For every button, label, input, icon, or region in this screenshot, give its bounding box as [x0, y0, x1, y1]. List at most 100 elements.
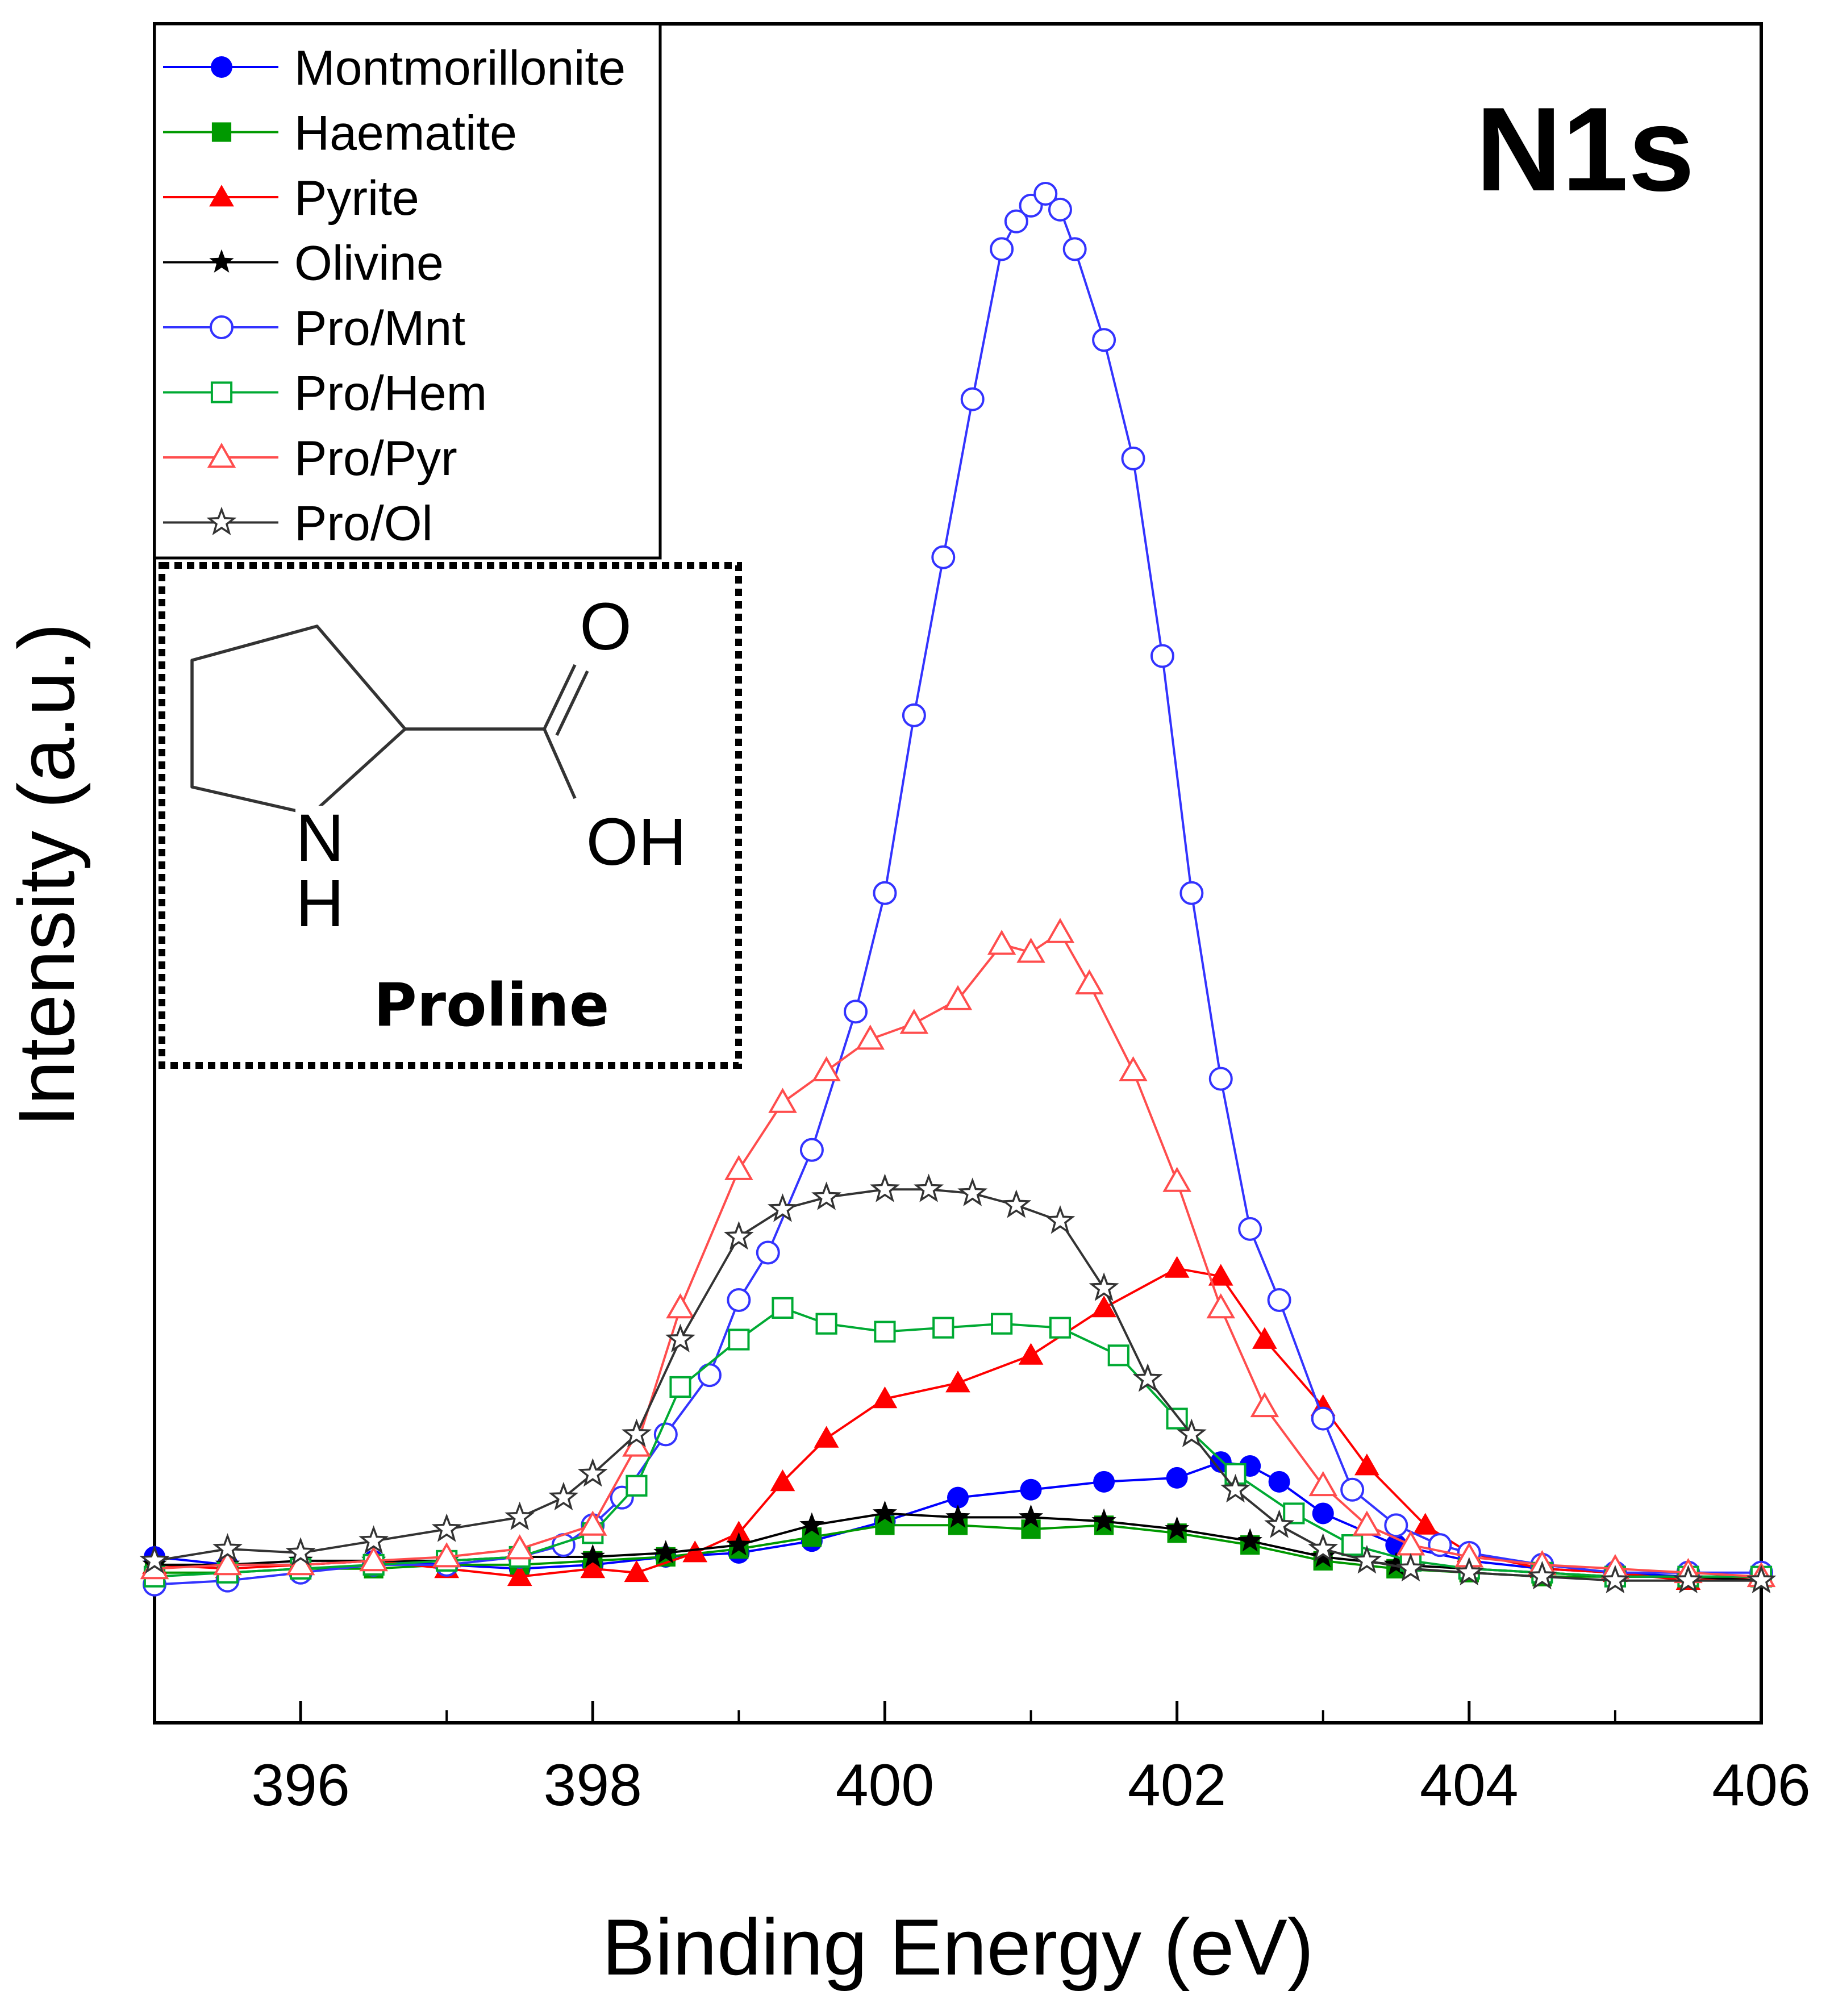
data-point — [621, 1418, 652, 1447]
data-point — [1033, 182, 1058, 206]
data-point — [902, 703, 926, 727]
data-point — [1093, 1471, 1115, 1493]
data-point — [1311, 1544, 1336, 1568]
proline-carbonyl-o: O — [580, 589, 632, 664]
data-point — [1527, 1560, 1557, 1590]
data-point — [1252, 1327, 1277, 1349]
data-point — [1395, 1552, 1426, 1582]
data-point — [1018, 1504, 1044, 1528]
series-line — [154, 1306, 1761, 1578]
legend-marker — [209, 249, 234, 273]
data-point — [1164, 1256, 1190, 1278]
x-tick-label: 398 — [544, 1752, 643, 1818]
data-point — [139, 1545, 170, 1574]
x-tick-label: 404 — [1420, 1752, 1519, 1818]
legend-label: Montmorillonite — [294, 41, 626, 95]
data-point — [856, 1024, 885, 1050]
data-point — [1746, 1564, 1777, 1594]
data-point — [1208, 1067, 1233, 1091]
data-point — [1352, 1545, 1382, 1574]
data-point — [1107, 1344, 1129, 1367]
data-point — [815, 1313, 837, 1335]
proline-skeleton — [190, 624, 589, 816]
data-point — [285, 1537, 316, 1566]
data-point — [1208, 1264, 1233, 1286]
data-point — [1004, 209, 1028, 234]
data-point — [1045, 1205, 1076, 1234]
inset-dotted-frame — [159, 562, 742, 1069]
data-point — [1237, 1528, 1262, 1552]
x-tick-label: 406 — [1712, 1752, 1811, 1818]
data-point — [844, 999, 868, 1024]
data-point — [960, 387, 985, 411]
data-point — [812, 1056, 841, 1082]
data-point — [899, 1009, 929, 1034]
data-point — [666, 1293, 695, 1319]
legend-marker — [210, 315, 234, 339]
data-point — [669, 1376, 691, 1398]
legend-item-pro-mnt: Pro/Mnt — [163, 301, 465, 356]
data-point — [1001, 1189, 1032, 1218]
data-point — [1220, 1473, 1251, 1503]
data-point — [1049, 1317, 1072, 1339]
data-point — [772, 1297, 794, 1319]
data-point — [870, 1173, 900, 1202]
data-point — [1089, 1272, 1119, 1301]
data-point — [1238, 1217, 1262, 1241]
data-point — [432, 1542, 461, 1568]
data-point — [212, 1533, 243, 1562]
series-pro-hem — [143, 1297, 1773, 1588]
data-point — [1119, 1056, 1148, 1082]
data-point — [1150, 644, 1174, 668]
data-point — [1018, 1343, 1044, 1365]
data-point — [359, 1525, 389, 1554]
data-point — [991, 1313, 1013, 1335]
data-point — [624, 1560, 649, 1582]
data-point — [1264, 1509, 1295, 1538]
data-point — [578, 1510, 607, 1536]
data-point — [1352, 1510, 1382, 1536]
data-point — [505, 1501, 535, 1531]
data-point — [945, 1504, 970, 1528]
data-point — [945, 1371, 970, 1393]
data-point — [799, 1138, 824, 1162]
data-point — [1267, 1288, 1291, 1312]
data-point — [728, 1328, 750, 1351]
data-point — [1075, 969, 1104, 995]
legend-label: Pro/Hem — [294, 366, 487, 421]
legend-item-pro-ol: Pro/Ol — [163, 497, 433, 551]
data-point — [1176, 1418, 1207, 1447]
data-point — [1384, 1513, 1408, 1538]
data-point — [799, 1512, 824, 1536]
data-point — [1121, 446, 1145, 470]
data-point — [1454, 1556, 1485, 1586]
data-point — [507, 1564, 532, 1586]
proline-name: Proline — [374, 970, 610, 1040]
data-point — [768, 1088, 797, 1113]
legend-item-montmorillonite: Montmorillonite — [163, 41, 626, 95]
data-point — [931, 545, 956, 569]
data-point — [1341, 1534, 1364, 1556]
data-point — [811, 1181, 842, 1210]
data-point — [872, 1386, 898, 1409]
data-point — [814, 1426, 839, 1448]
data-point — [1308, 1471, 1338, 1497]
legend-label: Pro/Ol — [294, 497, 433, 551]
data-point — [1283, 1502, 1305, 1525]
data-point — [724, 1155, 753, 1180]
data-point — [914, 1173, 944, 1202]
legend-box — [153, 22, 662, 560]
y-axis-title: Intensity (a.u.) — [2, 623, 91, 1127]
data-point — [1045, 918, 1075, 943]
amine-n-mask — [295, 806, 341, 823]
data-point — [957, 1177, 988, 1206]
data-point — [872, 1500, 898, 1524]
data-point — [990, 237, 1014, 261]
data-point — [1673, 1564, 1703, 1594]
data-point — [1308, 1533, 1339, 1562]
data-point — [1165, 1516, 1190, 1540]
data-point — [1132, 1363, 1163, 1392]
legend-marker — [207, 443, 236, 468]
data-point — [505, 1534, 535, 1560]
legend-item-pro-pyr: Pro/Pyr — [163, 431, 457, 486]
